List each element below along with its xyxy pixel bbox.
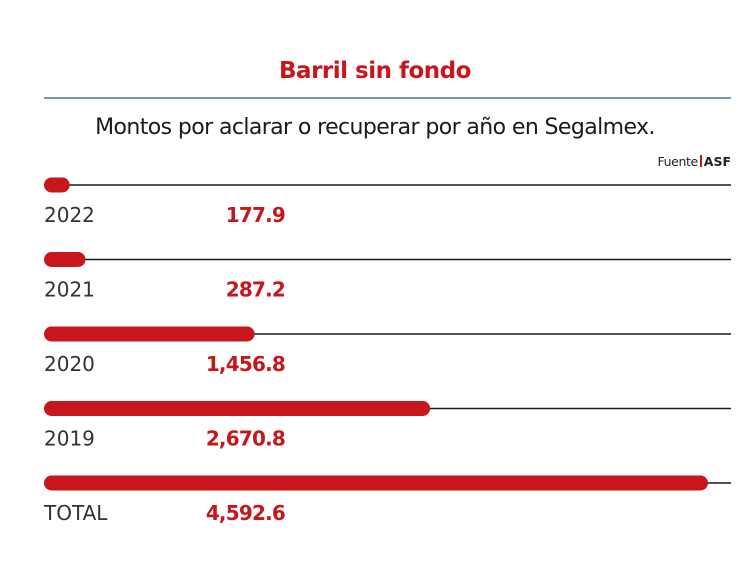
value-label: 287.2 bbox=[226, 278, 285, 302]
title-divider bbox=[44, 97, 731, 99]
page-title: Barril sin fondo bbox=[279, 58, 471, 84]
category-label: TOTAL bbox=[43, 501, 108, 525]
source-label: Fuente bbox=[657, 154, 699, 169]
chart-subtitle: Montos por aclarar o recuperar por año e… bbox=[95, 115, 655, 140]
category-label: 2022 bbox=[44, 203, 95, 227]
source-value: ASF bbox=[703, 154, 731, 169]
bar-2019 bbox=[44, 401, 431, 416]
bar-2020 bbox=[44, 326, 255, 342]
source-credit: Fuente ASF bbox=[658, 154, 731, 169]
value-label: 177.9 bbox=[226, 203, 285, 227]
value-label: 2,670.8 bbox=[206, 427, 285, 451]
value-label: 1,456.8 bbox=[206, 352, 285, 376]
bar-2021 bbox=[44, 252, 86, 267]
source-separator bbox=[699, 155, 702, 167]
value-label: 4,592.6 bbox=[206, 501, 285, 525]
category-label: 2021 bbox=[44, 278, 95, 302]
category-label: 2019 bbox=[44, 427, 95, 451]
category-label: 2020 bbox=[44, 352, 95, 376]
bar-total bbox=[44, 475, 708, 491]
bar-2022 bbox=[44, 177, 70, 193]
